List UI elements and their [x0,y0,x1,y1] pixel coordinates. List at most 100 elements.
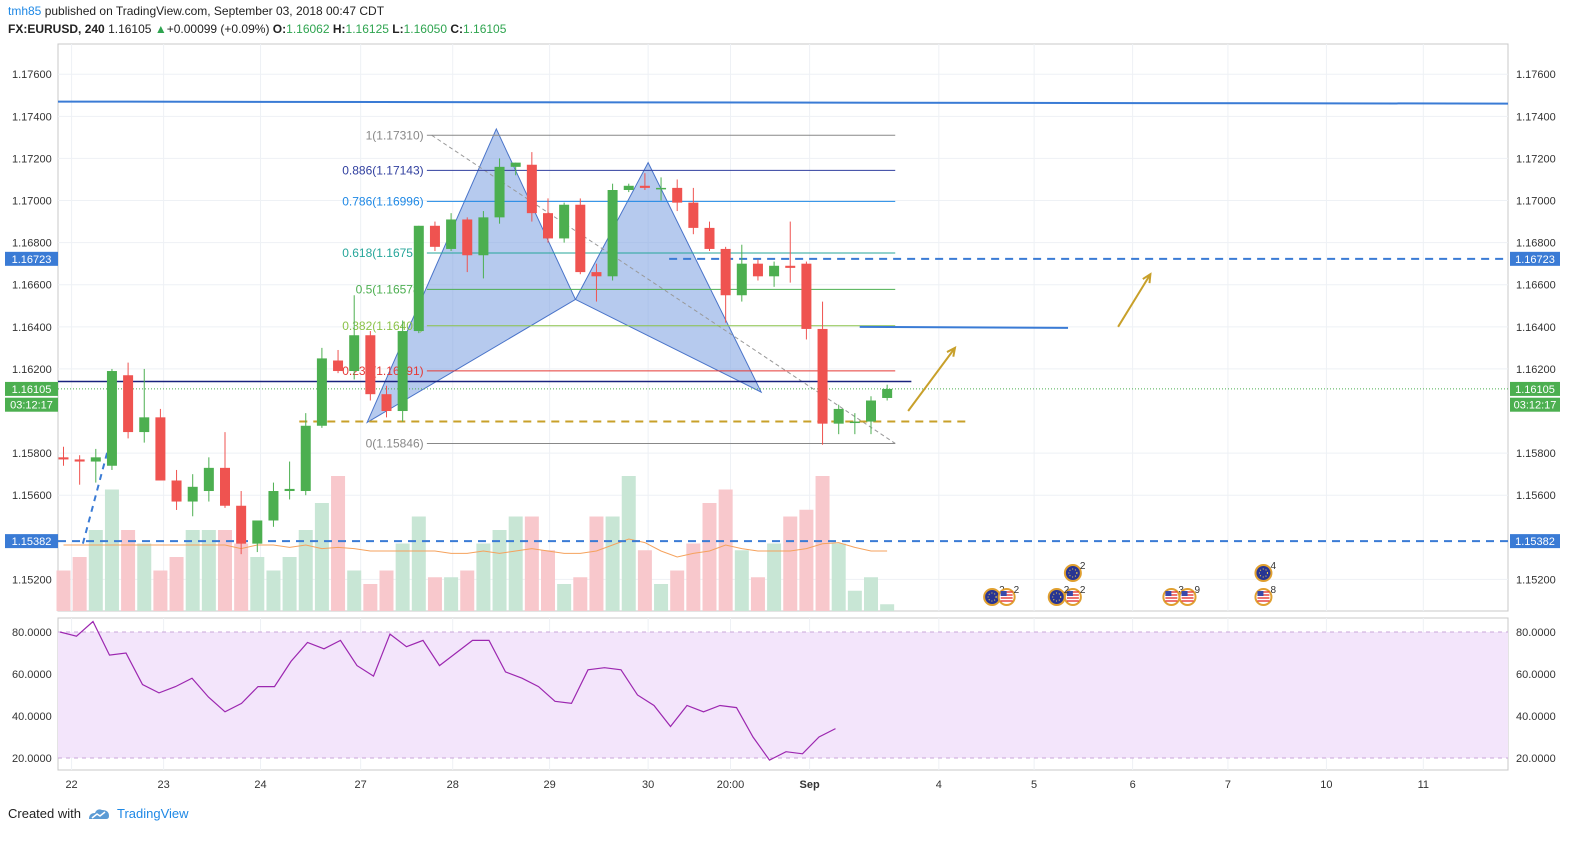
us-flag-canton [1000,591,1007,596]
created-with-text: Created with [8,806,81,821]
candle-body [575,204,586,273]
volume-bar [541,550,555,611]
volume-bar [831,543,846,611]
footer: Created with TradingView [8,806,189,821]
volume-bar [476,543,491,611]
volume-bar [282,557,297,611]
open-value: 1.16062 [286,22,330,36]
volume-bar [847,590,862,611]
volume-bar [234,543,249,611]
price-tick-left: 1.16600 [12,280,52,292]
price-tag [1510,381,1560,396]
candle-body [494,166,505,218]
time-tick: 6 [1130,779,1136,791]
volume-bar [880,604,895,611]
candle-body [139,417,150,433]
symbol-legend: FX:EURUSD, 240 1.16105 ▲+0.00099 (+0.09%… [8,22,507,36]
candle-body [252,520,263,544]
price-tags: 1.16723 1.16723 1.16105 1.16105 03:12:17 03:1… [5,251,1560,549]
price-tick-left: 1.17400 [12,111,52,123]
candle-body [639,185,650,188]
us-flag-canton [1165,591,1172,596]
candle-body [704,227,715,249]
price-tick-right: 1.16400 [1516,322,1556,334]
time-tick: 7 [1225,779,1231,791]
volume-ma-line [63,538,888,558]
candle-body [58,457,69,460]
rsi-tick-left: 40.0000 [12,711,52,723]
volume-bar [589,516,604,611]
resistance-line [57,100,1509,105]
volume-bar [524,516,539,611]
fib-level-label: 0.5(1.16578) [356,282,424,296]
price-tick-right: 1.17600 [1516,69,1556,81]
price-tick-right: 1.16200 [1516,364,1556,376]
candle-body [591,272,602,277]
interval-label: 240 [84,22,105,36]
volume-bar [266,570,281,611]
candle-body [672,187,683,203]
volume-bar [250,557,265,611]
price-tick-right: 1.15800 [1516,448,1556,460]
change-value: +0.00099 (+0.09%) [166,22,270,36]
time-tick: 5 [1031,779,1037,791]
rsi-tick-right: 40.0000 [1516,711,1556,723]
up-arrow-1 [907,347,956,412]
price-tag [1510,534,1560,549]
symbol-name[interactable]: FX:EURUSD [8,22,79,36]
tradingview-brand-link[interactable]: TradingView [116,806,189,821]
candle-body [833,408,844,424]
rsi-band [58,632,1508,758]
price-tag [1510,251,1560,266]
volume-bar [72,557,87,611]
price-tag-label: 1.16723 [12,254,52,266]
volume-bar [121,530,136,611]
open-label: O: [272,22,287,36]
price-pane-border [57,43,1509,612]
volume-bar [864,577,878,611]
event-count: 2 [1080,561,1086,572]
price-tick-left: 1.16800 [12,238,52,250]
time-tick: 30 [642,779,654,791]
volume-bar [104,489,119,611]
price-tick-right: 1.15200 [1516,574,1556,586]
event-count: 2 [1064,585,1070,596]
price-tick-right: 1.16600 [1516,280,1556,292]
candle-body [155,417,166,481]
author-link[interactable]: tmh85 [8,4,42,18]
price-tick-right: 1.17000 [1516,196,1556,208]
volume-bar [557,584,572,611]
volume-bar [169,557,184,611]
candle-body [397,331,408,412]
eu-flag-stars [1258,568,1268,578]
volume-bar [153,570,168,611]
price-tag [5,381,58,396]
candle-body [365,335,376,395]
event-count: 2 [1080,585,1086,596]
price-tag [1510,397,1560,412]
candle-body [736,263,747,296]
fib-level-label: 0.786(1.16996) [342,194,423,208]
candle-body [90,457,101,462]
candle-body [413,225,424,332]
volume-bar [702,503,717,611]
volume-bar [799,509,814,611]
price-tag-label: 1.16723 [1515,254,1555,266]
volume-bar [218,530,232,611]
price-tag-label: 03:12:17 [1514,400,1557,412]
volume-bar [605,516,620,611]
candle-body [203,467,214,492]
price-tag [5,534,58,549]
volume-bar [492,530,507,611]
rsi-tick-right: 80.0000 [1516,627,1556,639]
candle-body [769,265,780,277]
early-dashed-trend [81,446,110,544]
fib-level-label: 0.886(1.17143) [342,163,423,177]
time-tick: 22 [65,779,77,791]
candle-body [623,185,634,190]
price-tag-label: 03:12:17 [10,400,53,412]
volume-bar [331,476,346,611]
rsi-pane: 80.0000 80.0000 60.0000 60.0000 40.0000 40.00… [12,620,1556,765]
price-tick-left: 1.15200 [12,574,52,586]
price-chart[interactable]: 1(1.17310) 0.886(1.17143) 0.786(1.16996) 0.… [0,0,1586,800]
